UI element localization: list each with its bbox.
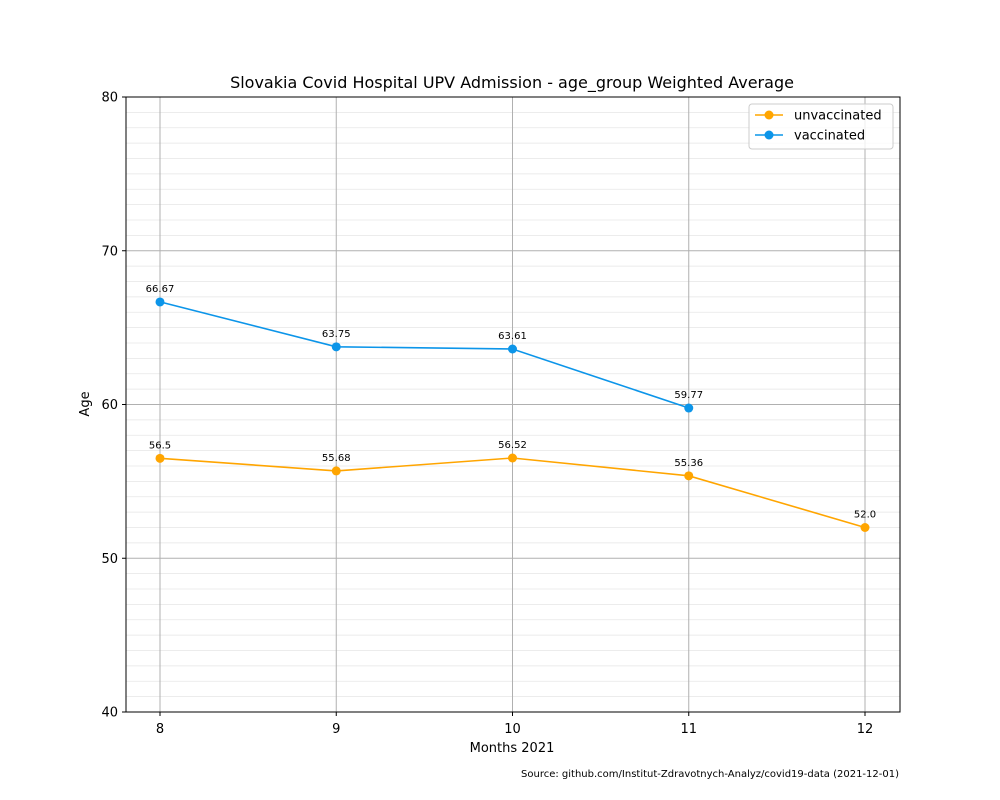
series-layer: 56.5 55.68 56.52 55.36 52.0 66.67 63.75 63.61 59…: [146, 284, 876, 532]
data-point: [155, 297, 165, 307]
data-label: 66.67: [146, 284, 175, 295]
x-tick-label: 8: [156, 722, 164, 737]
data-point: [155, 453, 165, 463]
data-label: 63.61: [498, 331, 527, 342]
x-tick-label: 10: [504, 722, 521, 737]
data-point: [331, 466, 341, 476]
series-vaccinated: 66.67 63.75 63.61 59.77: [146, 284, 703, 413]
y-axis-label: Age: [78, 391, 93, 416]
data-label: 52.0: [854, 510, 876, 521]
chart-title: Slovakia Covid Hospital UPV Admission - …: [230, 73, 794, 93]
x-tick-label: 11: [680, 722, 697, 737]
series-line: [159, 301, 690, 409]
legend: unvaccinated vaccinated: [748, 103, 894, 150]
y-tick-label: 70: [101, 244, 118, 259]
data-point: [508, 344, 517, 354]
data-point: [684, 471, 694, 481]
y-tick-label: 40: [101, 706, 118, 721]
data-point: [860, 523, 870, 532]
legend-label: vaccinated: [794, 129, 865, 144]
legend-box: [748, 103, 894, 150]
x-tick-label: 12: [857, 722, 874, 737]
data-label: 56.52: [498, 440, 527, 451]
major-grid: [126, 97, 900, 712]
y-tick-label: 80: [101, 91, 118, 106]
legend-label: unvaccinated: [794, 109, 882, 124]
legend-marker: [764, 110, 774, 120]
data-label: 56.5: [149, 440, 171, 451]
data-label: 55.36: [674, 458, 703, 469]
data-label: 59.77: [674, 390, 703, 401]
source-note: Source: github.com/Institut-Zdravotnych-…: [521, 769, 899, 780]
y-axis: 40 50 60 70 80: [101, 91, 126, 721]
series-unvaccinated: 56.5 55.68 56.52 55.36 52.0: [149, 440, 876, 532]
data-label: 55.68: [322, 453, 351, 464]
x-tick-label: 9: [332, 722, 340, 737]
legend-item: unvaccinated: [755, 109, 882, 124]
y-tick-label: 50: [101, 552, 118, 567]
x-axis-label: Months 2021: [470, 741, 555, 756]
data-point: [684, 403, 694, 413]
y-tick-label: 60: [101, 398, 118, 413]
data-point: [508, 453, 517, 463]
legend-item: vaccinated: [755, 129, 865, 144]
legend-marker: [764, 130, 774, 140]
data-point: [331, 342, 341, 352]
x-axis: 8 9 10 11 12: [156, 712, 873, 737]
data-label: 63.75: [322, 329, 351, 340]
